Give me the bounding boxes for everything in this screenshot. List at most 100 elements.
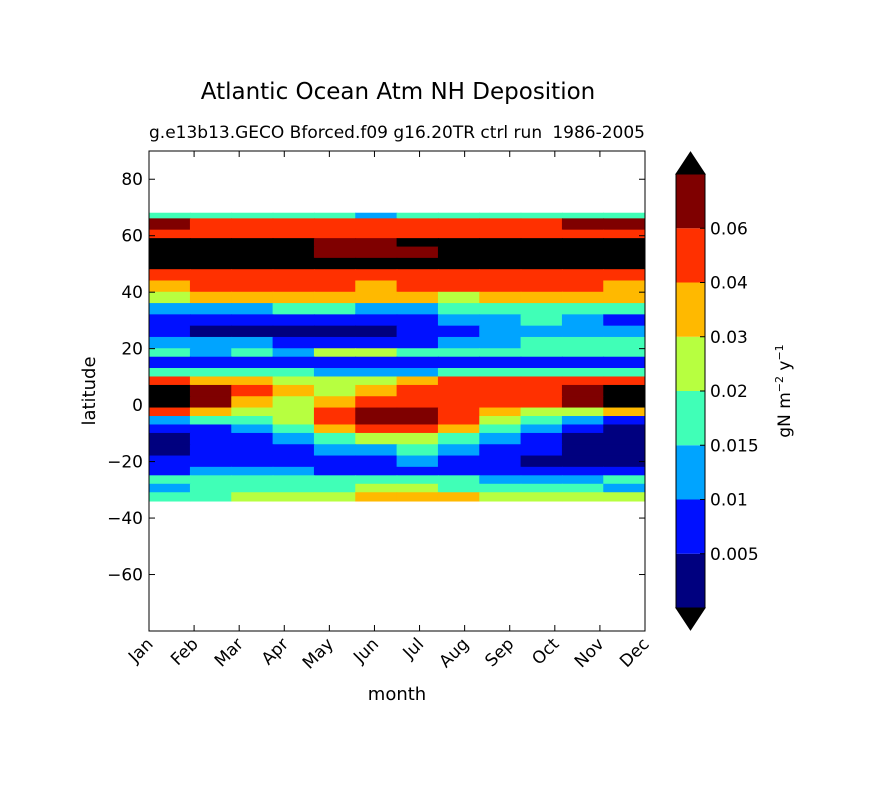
colorbar-under-arrow <box>675 607 706 631</box>
contour-cell <box>396 356 439 369</box>
contour-cell <box>603 368 645 378</box>
contour-cell <box>149 229 191 239</box>
contour-cell <box>189 257 233 270</box>
contour-cell <box>603 424 645 434</box>
contour-cell <box>355 325 398 338</box>
contour-cell <box>272 475 315 485</box>
contour-cell <box>437 416 481 426</box>
contour-cell <box>561 314 605 327</box>
contour-cell <box>231 356 274 369</box>
contour-cell <box>149 424 191 434</box>
contour-cell <box>603 407 645 417</box>
contour-cell <box>313 314 357 327</box>
contour-cell <box>231 314 274 327</box>
y-tick-label: −60 <box>107 566 143 586</box>
contour-cell <box>561 325 605 338</box>
contour-cell <box>231 291 274 304</box>
contour-cell <box>313 466 357 477</box>
contour-cell <box>231 416 274 426</box>
contour-cell <box>479 218 522 231</box>
contour-cell <box>479 314 522 327</box>
contour-cell <box>396 246 439 259</box>
contour-cell <box>231 246 274 259</box>
contour-cell <box>520 376 563 386</box>
colorbar-label: gN m−2 y−1 <box>773 344 795 437</box>
contour-cell <box>272 416 315 426</box>
contour-cell <box>561 455 605 468</box>
contour-cell <box>479 492 522 502</box>
contour-cell <box>272 455 315 468</box>
contour-cell <box>520 407 563 417</box>
contour-cell <box>520 238 563 248</box>
contour-cell <box>355 384 398 398</box>
contour-cell <box>437 475 481 485</box>
contour-cell <box>355 368 398 378</box>
colorbar: 0.005 0.01 0.015 0.02 0.03 0.04 0.06 <box>675 151 759 631</box>
contour-cell <box>149 314 191 327</box>
contour-cell <box>396 229 439 239</box>
contour-cell <box>355 424 398 434</box>
contour-cell <box>272 396 315 409</box>
plot-frame <box>148 150 646 632</box>
contour-cell <box>437 396 481 409</box>
contour-cell <box>603 314 645 327</box>
contour-cell <box>603 356 645 369</box>
contour-cell <box>437 314 481 327</box>
contour-cell <box>603 238 645 248</box>
contour-cell <box>479 444 522 457</box>
contour-cell <box>313 407 357 417</box>
colorbar-segment <box>676 499 705 554</box>
y-axis: 80 60 40 20 0 −20 −40 −60 <box>107 170 645 586</box>
contour-cell <box>231 407 274 417</box>
contour-cell <box>437 444 481 457</box>
contour-cell <box>396 218 439 231</box>
contour-cell <box>231 325 274 338</box>
contour-cell <box>561 238 605 248</box>
contour-cell <box>149 432 191 446</box>
contour-cell <box>313 238 357 248</box>
contour-cell <box>479 384 522 398</box>
contour-cell <box>231 368 274 378</box>
contour-cell <box>479 455 522 468</box>
contour-cell <box>396 314 439 327</box>
contour-cell <box>231 432 274 446</box>
contour-cell <box>313 336 357 350</box>
contour-cell <box>189 455 233 468</box>
contour-cell <box>561 269 605 282</box>
y-tick-label: 40 <box>121 283 143 303</box>
contour-cell <box>561 475 605 485</box>
contour-cell <box>561 218 605 231</box>
contour-cell <box>520 212 563 220</box>
contour-cell <box>603 325 645 338</box>
contour-fill-area <box>149 212 645 502</box>
contour-cell <box>272 257 315 270</box>
x-tick-label: Feb <box>167 634 202 669</box>
contour-cell <box>189 303 233 316</box>
contour-cell <box>520 483 563 494</box>
contour-cell <box>313 229 357 239</box>
contour-cell <box>437 348 481 358</box>
contour-cell <box>272 376 315 386</box>
contour-cell <box>355 336 398 350</box>
contour-cell <box>313 424 357 434</box>
contour-cell <box>189 376 233 386</box>
contour-cell <box>561 229 605 239</box>
chart-title: Atlantic Ocean Atm NH Deposition <box>201 79 596 105</box>
contour-cell <box>313 325 357 338</box>
contour-cell <box>396 212 439 220</box>
x-tick-label: Sep <box>481 634 518 671</box>
contour-cell <box>355 229 398 239</box>
chart-subtitle-right: 1986-2005 <box>552 123 645 143</box>
colorbar-tick-label: 0.005 <box>710 545 759 565</box>
contour-cell <box>272 238 315 248</box>
contour-cell <box>396 291 439 304</box>
contour-cell <box>561 246 605 259</box>
contour-cell <box>437 376 481 386</box>
contour-cell <box>603 257 645 270</box>
contour-cell <box>355 314 398 327</box>
chart-subtitle-left: g.e13b13.GECO Bforced.f09 g16.20TR ctrl … <box>149 123 542 143</box>
contour-cell <box>603 348 645 358</box>
contour-cell <box>479 432 522 446</box>
contour-cell <box>189 384 233 398</box>
contour-cell <box>149 455 191 468</box>
